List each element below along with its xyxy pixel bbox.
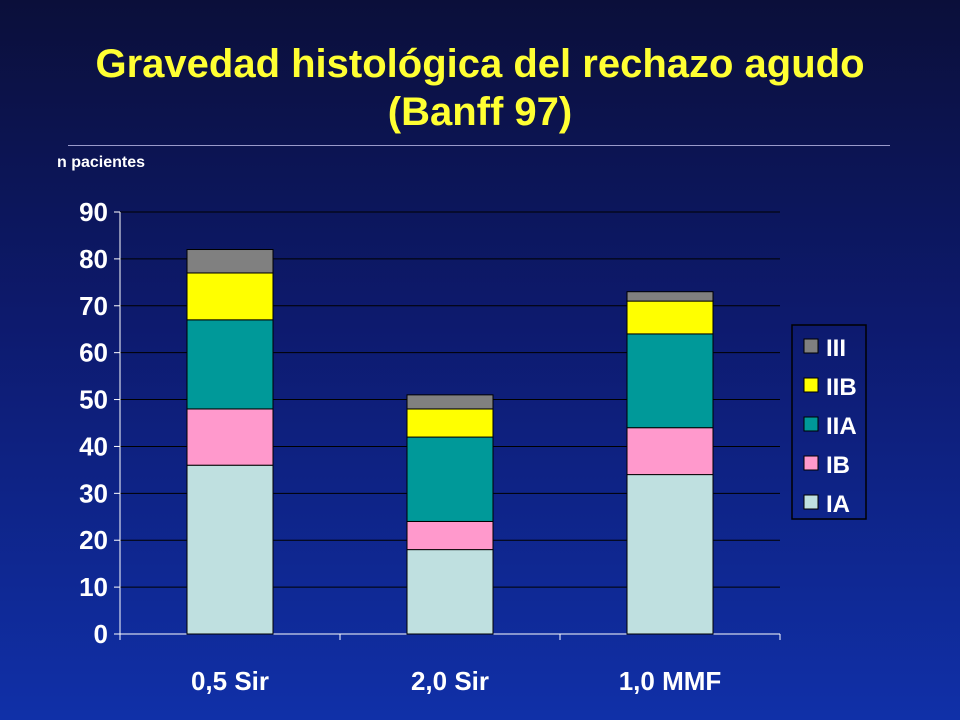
legend-swatch-iib	[803, 377, 819, 393]
bar-segment-iib	[406, 408, 494, 438]
bar-segment-ia	[186, 464, 274, 635]
title-line-2: (Banff 97)	[387, 90, 573, 134]
y-tick-label: 90	[79, 197, 108, 227]
bar-segment-iii	[626, 291, 714, 302]
legend-label-iia: IIA	[826, 413, 857, 440]
legend-box	[791, 324, 867, 520]
legend-swatch-iii	[803, 338, 819, 354]
legend-label-iii: III	[826, 335, 846, 362]
y-tick-label: 10	[79, 572, 108, 602]
y-tick-label: 70	[79, 291, 108, 321]
legend-label-ia: IA	[826, 491, 850, 518]
y-tick-label: 0	[94, 619, 108, 649]
legend-swatch-iia	[803, 416, 819, 432]
y-axis-label: n pacientes	[57, 154, 146, 171]
y-tick-label: 60	[79, 338, 108, 368]
bar-segment-ib	[186, 408, 274, 466]
legend-label-iib: IIB	[826, 374, 857, 401]
bar-segment-iib	[626, 300, 714, 335]
bar-segment-ib	[406, 520, 494, 551]
x-tick-label: 2,0 Sir	[411, 666, 489, 696]
x-tick-label: 1,0 MMF	[619, 666, 722, 696]
slide-title: Gravedad histológica del rechazo agudo (…	[0, 40, 960, 136]
bar-segment-ib	[626, 427, 714, 476]
legend-swatch-ib	[803, 455, 819, 471]
x-tick-label: 0,5 Sir	[191, 666, 269, 696]
y-tick-label: 50	[79, 385, 108, 415]
title-line-1: Gravedad histológica del rechazo agudo	[95, 42, 865, 86]
y-tick-label: 80	[79, 244, 108, 274]
bar-segment-iia	[626, 333, 714, 429]
y-tick-label: 30	[79, 478, 108, 508]
bar-segment-iii	[406, 394, 494, 410]
title-divider	[68, 145, 890, 146]
legend-swatch-ia	[803, 494, 819, 510]
legend-label-ib: IB	[826, 452, 850, 479]
y-tick-label: 40	[79, 431, 108, 461]
bar-segment-iia	[406, 436, 494, 522]
bar-segment-ia	[406, 549, 494, 635]
bar-segment-ia	[626, 474, 714, 635]
bar-segment-iia	[186, 319, 274, 410]
bar-segment-iii	[186, 249, 274, 274]
y-tick-label: 20	[79, 525, 108, 555]
bar-segment-iib	[186, 272, 274, 321]
